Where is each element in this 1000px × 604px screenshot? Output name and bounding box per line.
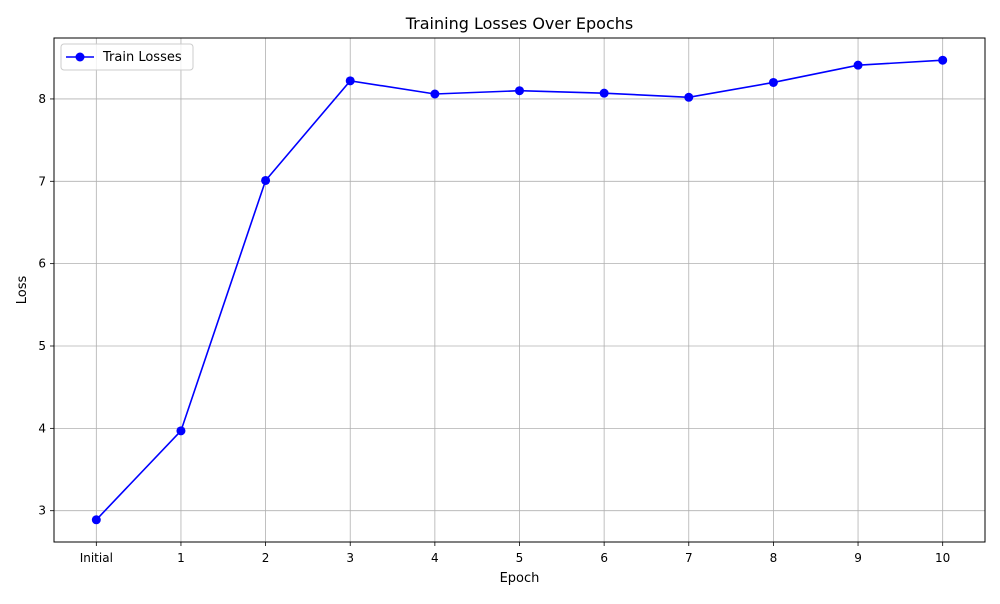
- y-tick-label: 7: [38, 174, 46, 188]
- x-tick-label: 7: [685, 551, 693, 565]
- x-tick-label: 2: [262, 551, 270, 565]
- y-tick-label: 5: [38, 339, 46, 353]
- series-layer: [91, 55, 948, 525]
- x-tick-label: Initial: [80, 551, 113, 565]
- x-tick-label: 1: [177, 551, 185, 565]
- legend-label: Train Losses: [102, 50, 182, 65]
- x-tick-label: 4: [431, 551, 439, 565]
- y-tick-label: 4: [38, 421, 46, 435]
- axis-ticks: Initial 1 2 3 4 5 6 7 8 9 10 3 4 5 6 7 8: [38, 92, 950, 565]
- x-axis-label: Epoch: [500, 571, 540, 586]
- chart-title: Training Losses Over Epochs: [405, 14, 633, 33]
- data-point: [261, 175, 271, 185]
- legend-point-marker: [75, 52, 85, 62]
- data-point: [430, 89, 440, 99]
- y-tick-label: 8: [38, 92, 46, 106]
- x-tick-label: 3: [346, 551, 354, 565]
- y-tick-label: 6: [38, 257, 46, 271]
- y-axis-label: Loss: [15, 276, 30, 305]
- y-tick-label: 3: [38, 504, 46, 518]
- legend: Train Losses: [60, 43, 194, 71]
- x-tick-label: 6: [600, 551, 608, 565]
- data-point: [345, 76, 355, 86]
- data-point: [515, 86, 524, 96]
- data-point: [684, 92, 694, 102]
- x-tick-label: 8: [770, 551, 778, 565]
- x-tick-label: 5: [516, 551, 524, 565]
- data-point: [599, 88, 609, 98]
- data-point: [938, 55, 948, 65]
- x-tick-label: 10: [935, 551, 950, 565]
- data-point: [91, 515, 101, 525]
- x-tick-label: 9: [854, 551, 862, 565]
- data-point: [853, 60, 863, 70]
- legend-box: [60, 43, 194, 71]
- data-point: [768, 77, 778, 87]
- data-point: [176, 426, 186, 436]
- grid-lines: [54, 38, 985, 542]
